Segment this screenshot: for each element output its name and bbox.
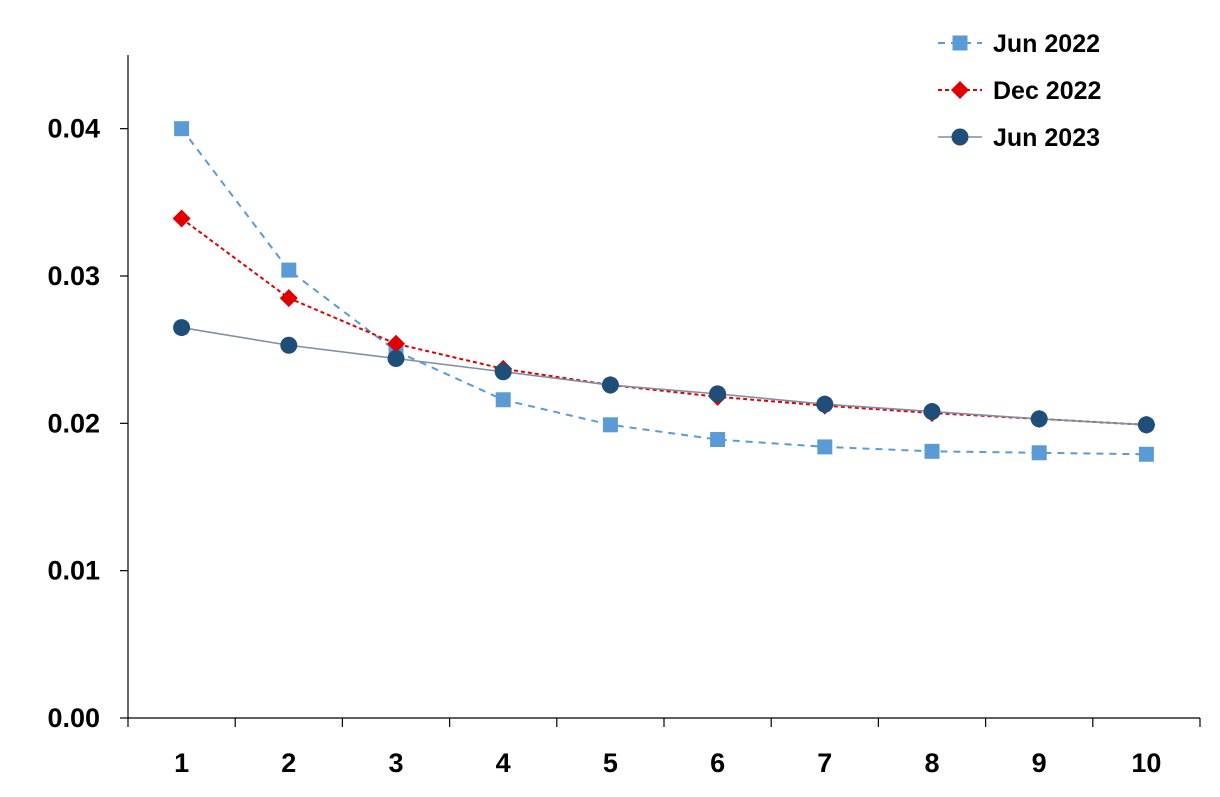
x-tick-label: 1 <box>174 748 189 778</box>
y-tick-label: 0.00 <box>47 703 100 733</box>
data-point <box>173 319 191 337</box>
data-point <box>1030 410 1048 428</box>
data-point <box>1138 446 1154 462</box>
data-point <box>817 439 833 455</box>
data-point <box>601 376 619 394</box>
data-point <box>1137 416 1155 434</box>
x-tick-label: 6 <box>710 748 725 778</box>
series-line <box>180 128 1147 456</box>
x-tick-label: 3 <box>388 748 403 778</box>
legend-marker <box>952 35 968 51</box>
data-point <box>923 403 941 421</box>
legend-item: Jun 2023 <box>938 124 1100 152</box>
y-tick-label: 0.02 <box>47 408 100 438</box>
x-tick-label: 7 <box>817 748 832 778</box>
data-point <box>281 262 297 278</box>
data-point <box>280 336 298 354</box>
series-jun-2022 <box>174 121 1154 462</box>
y-tick-label: 0.04 <box>47 114 100 144</box>
data-point <box>387 350 405 368</box>
data-point <box>816 395 834 413</box>
axes: 0.00 0.01 0.02 0.03 0.04 1 2 3 4 5 6 7 8 9 10 <box>47 55 1201 778</box>
x-tick-label: 8 <box>924 748 939 778</box>
x-tick-label: 2 <box>281 748 296 778</box>
series-line <box>181 326 1147 426</box>
y-tick-label: 0.03 <box>47 261 100 291</box>
plot-area <box>172 121 1156 462</box>
legend-item: Dec 2022 <box>938 77 1101 105</box>
data-point <box>387 334 405 353</box>
data-point <box>924 443 940 459</box>
data-point <box>174 121 190 137</box>
data-point <box>279 289 298 308</box>
data-point <box>494 363 512 381</box>
series-line <box>181 217 1147 426</box>
data-point <box>495 392 511 408</box>
legend-marker <box>951 128 969 146</box>
data-point <box>709 385 727 403</box>
data-point <box>1031 445 1047 461</box>
data-point <box>710 432 726 448</box>
data-point <box>172 209 191 228</box>
legend-item: Jun 2022 <box>938 30 1100 58</box>
x-tick-label: 4 <box>496 748 511 778</box>
legend: Jun 2022 Dec 2022 Jun 2023 <box>938 30 1101 152</box>
legend-label: Jun 2023 <box>993 124 1100 152</box>
x-tick-label: 9 <box>1032 748 1047 778</box>
legend-label: Dec 2022 <box>993 77 1101 105</box>
legend-marker <box>951 81 969 99</box>
series-dec-2022 <box>172 209 1156 434</box>
y-tick-label: 0.01 <box>47 556 100 586</box>
data-point <box>602 417 618 433</box>
legend-label: Jun 2022 <box>993 30 1100 58</box>
x-tick-label: 5 <box>603 748 618 778</box>
x-tick-label: 10 <box>1131 748 1161 778</box>
series-jun-2023 <box>173 319 1155 434</box>
